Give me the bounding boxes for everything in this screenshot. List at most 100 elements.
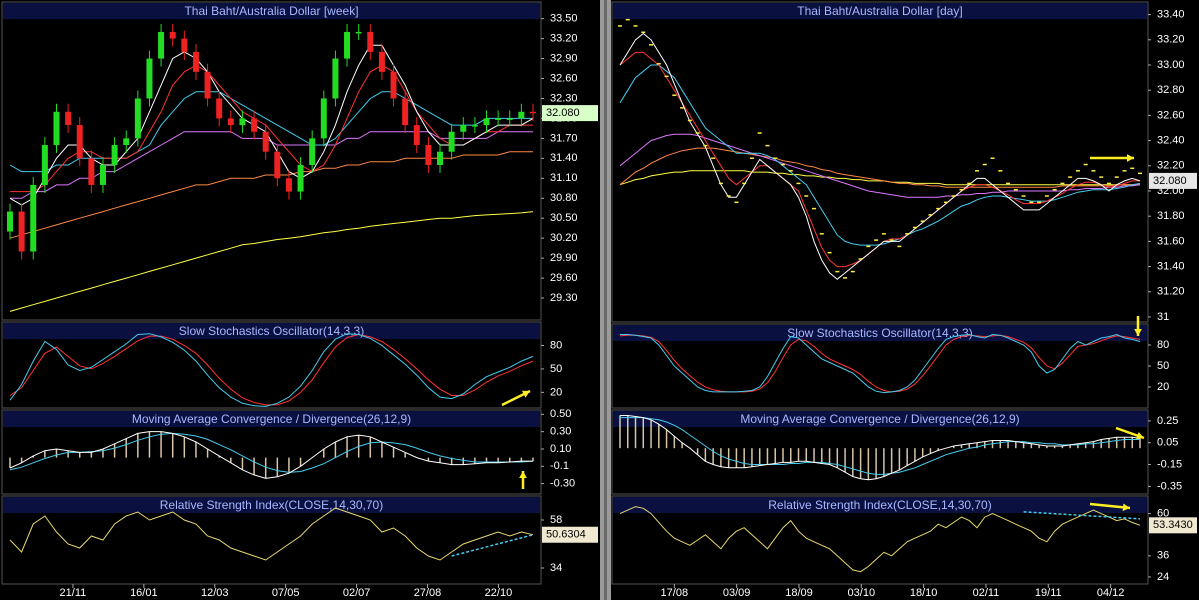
candle-body — [309, 138, 316, 165]
candle-body — [204, 71, 211, 99]
weekly-ma6-line — [9, 211, 534, 312]
weekly-price-y-tick: 30.50 — [550, 212, 578, 224]
weekly-price-y-tick: 29.90 — [550, 252, 578, 264]
daily-x-tick: 19/11 — [1035, 587, 1062, 599]
daily-price-y-tick: 32.60 — [1157, 109, 1185, 121]
daily-stoch-d-line — [619, 334, 1141, 393]
candle-body — [239, 118, 246, 126]
candle-body — [448, 131, 455, 152]
candle-body — [332, 58, 339, 99]
candle-body — [437, 151, 444, 165]
weekly-stochastic-title: Slow Stochastics Oscillator(14,3,3) — [179, 324, 364, 338]
daily-stochastic-title-bar — [613, 325, 1147, 341]
weekly-rsi-y-tick: 34 — [550, 562, 562, 574]
candle-body — [111, 145, 118, 165]
candle-body — [134, 98, 141, 139]
weekly-macd-frame — [1, 409, 542, 495]
daily-rsi-line — [619, 506, 1141, 573]
weekly-stochastic-y-tick: 50 — [550, 363, 562, 375]
daily-rsi-y-tick: 24 — [1157, 571, 1169, 583]
candle-body — [471, 125, 478, 127]
daily-rsi-title: Relative Strength Index(CLOSE,14,30,70) — [768, 498, 991, 512]
candle-body — [297, 164, 304, 192]
daily-annotation-arrow — [1089, 502, 1131, 512]
weekly-macd-line — [9, 431, 533, 479]
weekly-rsi-frame — [1, 495, 542, 585]
daily-macd-title-bar — [613, 411, 1147, 427]
daily-price-y-tick: 33.20 — [1157, 34, 1185, 46]
weekly-price-y-tick: 29.60 — [550, 272, 578, 284]
candle-body — [285, 178, 292, 192]
candle-body — [320, 98, 327, 139]
candle-body — [53, 111, 60, 146]
weekly-price-y-tick: 32.90 — [550, 52, 578, 64]
candle-body — [30, 184, 37, 252]
weekly-x-tick: 27/08 — [414, 587, 442, 599]
daily-price-y-tick: 31 — [1157, 311, 1169, 323]
candle-body — [41, 145, 48, 185]
daily-macd-y-tick: 0.05 — [1157, 437, 1178, 449]
daily-stochastic-y-tick: 20 — [1157, 381, 1169, 393]
weekly-rsi-value-badge — [542, 526, 598, 543]
candle-body — [344, 31, 351, 59]
daily-price-y-tick: 32.20 — [1157, 160, 1185, 172]
weekly-annotation-arrow — [501, 389, 531, 407]
weekly-last-price-badge — [542, 105, 598, 122]
daily-rsi-value-label: 53.3430 — [1153, 519, 1193, 531]
candle-body — [460, 125, 467, 132]
daily-stochastic-y-tick: 80 — [1157, 339, 1169, 351]
weekly-price-y-tick: 29.30 — [550, 292, 578, 304]
daily-price-y-tick: 31.20 — [1157, 286, 1185, 298]
daily-rsi-y-tick: 60 — [1157, 508, 1169, 520]
daily-price-frame — [611, 1, 1149, 323]
daily-stochastic-title: Slow Stochastics Oscillator(14,3,3) — [787, 326, 972, 340]
weekly-price-y-tick: 33.20 — [550, 32, 578, 44]
candle-body — [158, 31, 165, 59]
daily-ma6-line — [619, 170, 1140, 186]
weekly-price-y-tick: 32.30 — [550, 92, 578, 104]
weekly-chart: Thai Baht/Australia Dollar [week] 33.50 33… — [1, 0, 598, 600]
weekly-rsi-y-tick: 58 — [550, 514, 562, 526]
weekly-price-y-tick: 30.20 — [550, 232, 578, 244]
candle-body — [123, 138, 130, 146]
candle-body — [413, 125, 420, 146]
candle-body — [518, 111, 525, 119]
weekly-price-y-tick: 31.70 — [550, 132, 578, 144]
weekly-price-frame — [1, 1, 542, 321]
candle-body — [262, 131, 269, 152]
window-divider-groove — [604, 0, 607, 600]
daily-price-y-tick: 31.60 — [1157, 235, 1185, 247]
candle-body — [251, 118, 258, 132]
weekly-annotation-arrow — [519, 471, 527, 489]
daily-ma5-line — [619, 147, 1140, 188]
daily-annotation-arrow — [1134, 316, 1142, 336]
candle-body — [506, 118, 513, 120]
candle-body — [169, 31, 176, 39]
candle-body — [483, 118, 490, 126]
weekly-annotation-arrow-head — [522, 390, 530, 398]
weekly-price-y-tick: 32.60 — [550, 72, 578, 84]
weekly-price-y-tick: 31.40 — [550, 152, 578, 164]
candle-body — [530, 111, 536, 114]
daily-rsi-trendline — [1023, 511, 1141, 520]
weekly-price-y-tick: 30.80 — [550, 192, 578, 204]
weekly-macd-title: Moving Average Convergence / Divergence(… — [132, 412, 411, 426]
candle-body — [378, 51, 385, 72]
weekly-price-title-bar — [3, 3, 540, 19]
daily-x-tick: 03/10 — [848, 587, 876, 599]
weekly-annotation-arrow-head — [519, 471, 527, 479]
weekly-stochastic-frame — [1, 321, 542, 409]
candle-body — [227, 118, 234, 126]
daily-x-tick: 18/09 — [785, 587, 813, 599]
daily-annotation-arrow-head — [1126, 154, 1134, 162]
daily-price-title-bar — [613, 3, 1147, 19]
weekly-macd-title-bar — [3, 411, 540, 427]
weekly-stochastic-y-tick: 80 — [550, 339, 562, 351]
daily-macd-signal-line — [620, 417, 1140, 475]
daily-rsi-y-tick: 36 — [1157, 550, 1169, 562]
candle-body — [181, 38, 188, 52]
weekly-rsi-trendline — [451, 534, 534, 557]
weekly-rsi-title: Relative Strength Index(CLOSE,14,30,70) — [160, 498, 383, 512]
weekly-x-tick: 22/10 — [485, 587, 513, 599]
